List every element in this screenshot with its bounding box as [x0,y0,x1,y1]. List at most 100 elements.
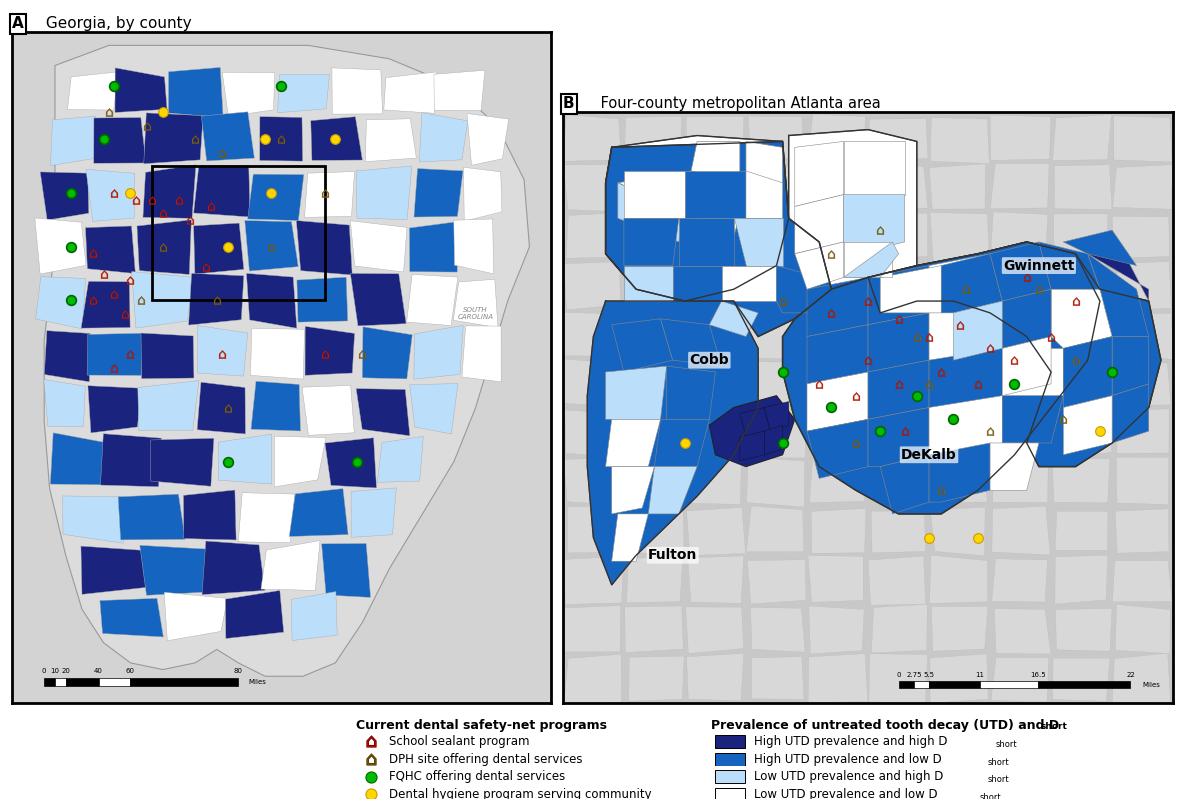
Text: 16.5: 16.5 [1030,672,1045,678]
Polygon shape [1003,336,1051,396]
Polygon shape [844,242,898,277]
Bar [914,682,929,689]
Polygon shape [1063,336,1112,407]
Polygon shape [869,360,927,409]
Polygon shape [685,183,747,236]
Text: short: short [995,740,1017,749]
Polygon shape [807,372,867,431]
Text: Dental hygiene program serving community: Dental hygiene program serving community [389,788,652,799]
Polygon shape [1116,409,1170,453]
Polygon shape [1055,165,1112,209]
Polygon shape [143,113,203,164]
Polygon shape [44,380,85,427]
Polygon shape [648,467,697,514]
Polygon shape [414,169,463,217]
Polygon shape [624,218,679,265]
Bar [929,682,980,689]
Polygon shape [626,164,683,213]
Polygon shape [463,167,502,221]
Polygon shape [611,514,648,561]
Polygon shape [691,141,739,183]
Polygon shape [870,164,928,209]
Text: High UTD prevalence and high D: High UTD prevalence and high D [754,735,947,748]
Text: Low UTD prevalence and low D: Low UTD prevalence and low D [754,788,937,799]
Polygon shape [611,319,673,372]
Polygon shape [930,507,985,556]
Polygon shape [750,607,805,652]
Polygon shape [564,654,621,703]
Polygon shape [36,276,85,329]
Polygon shape [1003,348,1063,396]
Polygon shape [454,219,494,274]
Polygon shape [1114,261,1171,311]
Polygon shape [365,119,416,161]
Text: Gwinnett: Gwinnett [1004,259,1075,272]
Polygon shape [1114,116,1172,162]
Polygon shape [929,396,1003,455]
Polygon shape [679,218,734,265]
Polygon shape [1052,658,1110,702]
Polygon shape [351,273,406,326]
Polygon shape [872,458,928,502]
Polygon shape [710,396,795,467]
Text: SOUTH
CAROLINA: SOUTH CAROLINA [457,308,493,320]
Polygon shape [869,556,925,605]
Polygon shape [118,494,185,540]
Polygon shape [844,242,892,277]
Polygon shape [1051,310,1109,360]
Polygon shape [624,212,684,260]
Polygon shape [251,381,301,431]
Polygon shape [563,114,621,161]
Polygon shape [1116,457,1168,505]
Text: DeKalb: DeKalb [901,447,957,462]
Polygon shape [88,386,141,433]
Polygon shape [808,606,864,654]
Polygon shape [934,413,988,456]
Polygon shape [137,220,191,275]
Text: Miles: Miles [248,679,265,686]
Polygon shape [929,443,991,502]
Polygon shape [1115,605,1171,654]
Polygon shape [954,301,1003,360]
Polygon shape [248,174,303,221]
Polygon shape [807,419,867,479]
Polygon shape [1113,165,1173,209]
Polygon shape [193,223,244,274]
Text: short: short [979,793,1001,799]
Polygon shape [929,301,1003,360]
Polygon shape [193,165,250,217]
Polygon shape [250,328,305,379]
Polygon shape [564,458,620,505]
Polygon shape [789,129,917,289]
Polygon shape [993,458,1049,503]
Polygon shape [568,507,620,553]
Polygon shape [150,439,214,487]
Polygon shape [611,467,654,514]
Polygon shape [261,541,320,590]
Polygon shape [115,68,167,113]
Polygon shape [363,327,412,379]
Polygon shape [626,457,684,507]
Polygon shape [40,172,89,220]
Polygon shape [688,361,745,407]
Polygon shape [1052,459,1110,503]
Polygon shape [992,362,1048,409]
Polygon shape [686,507,745,555]
Polygon shape [687,556,744,603]
Polygon shape [747,506,803,552]
Polygon shape [991,212,1048,260]
Text: 11: 11 [975,672,985,678]
Polygon shape [660,319,722,366]
Text: School sealant program: School sealant program [389,735,530,748]
Polygon shape [931,606,988,651]
Polygon shape [747,171,782,218]
Text: A: A [12,17,24,31]
Polygon shape [1113,561,1172,602]
Polygon shape [414,325,463,380]
Polygon shape [564,556,623,604]
Polygon shape [81,281,130,328]
Polygon shape [809,263,866,310]
Text: 0: 0 [896,672,901,678]
Polygon shape [564,262,620,310]
Polygon shape [867,265,929,324]
